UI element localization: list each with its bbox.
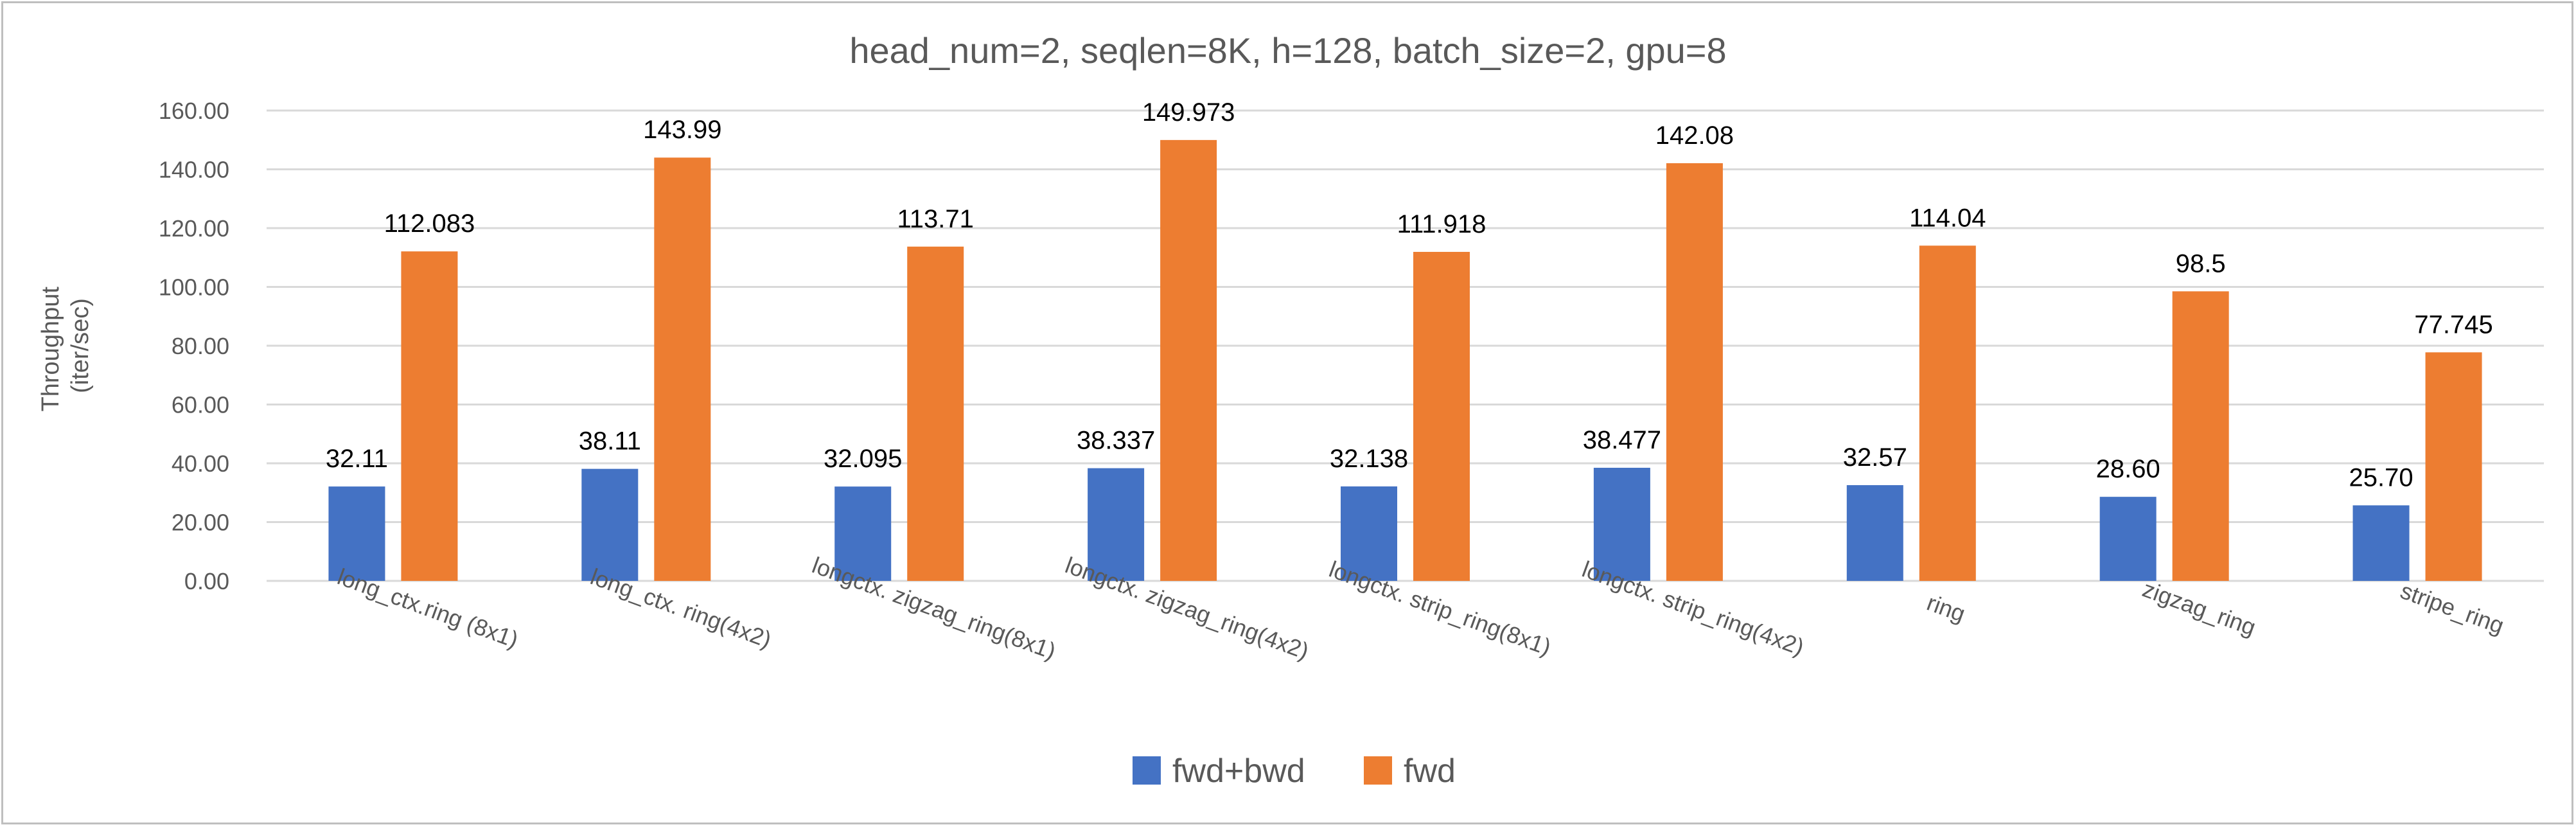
y-tick-label: 0.00 — [184, 568, 229, 594]
data-label: 38.11 — [579, 427, 641, 456]
y-tick-label: 20.00 — [172, 510, 229, 536]
data-label: 143.99 — [643, 116, 721, 144]
bar-fwd — [2425, 352, 2482, 581]
data-label: 111.918 — [1397, 210, 1486, 238]
data-label: 25.70 — [2349, 463, 2413, 492]
bar-fwd-bwd — [328, 486, 385, 581]
data-label: 38.337 — [1077, 427, 1155, 455]
legend: fwd+bwd fwd — [1133, 752, 1456, 790]
data-label: 142.08 — [1655, 121, 1734, 150]
y-tick-label: 120.00 — [159, 215, 229, 242]
bar-fwd-bwd — [581, 468, 639, 581]
data-label: 32.138 — [1330, 445, 1408, 473]
bar-fwd — [1160, 139, 1217, 581]
y-axis-ticks: 0.00 20.00 40.00 60.00 80.00 100.00 120.00 140.… — [159, 98, 229, 594]
bar-fwd-bwd — [1341, 486, 1397, 581]
y-tick-label: 100.00 — [159, 274, 229, 301]
data-label: 113.71 — [897, 205, 974, 233]
bar-fwd — [654, 157, 711, 582]
legend-label: fwd — [1404, 752, 1456, 790]
data-label: 114.04 — [1909, 204, 1986, 232]
bar-fwd — [2172, 291, 2229, 581]
data-label: 112.083 — [384, 209, 475, 238]
legend-swatch — [1133, 756, 1161, 785]
data-label: 38.477 — [1583, 426, 1661, 454]
data-labels: 32.11 112.083 38.11 143.99 32.095 113.71 38.33… — [326, 98, 2493, 492]
bar-fwd-bwd — [834, 486, 892, 581]
data-label: 32.57 — [1843, 443, 1907, 472]
bar-fwd-bwd — [2099, 497, 2157, 581]
bar-fwd-bwd — [1593, 467, 1650, 581]
y-tick-label: 40.00 — [172, 450, 229, 477]
data-label: 77.745 — [2414, 310, 2492, 339]
y-axis-label-line-1: Throughput — [37, 287, 64, 412]
y-axis-label: Throughput (iter/sec) — [37, 280, 94, 412]
data-label: 28.60 — [2096, 455, 2160, 483]
bar-fwd-bwd — [1088, 468, 1145, 581]
data-label: 32.11 — [326, 445, 388, 473]
chart-title: head_num=2, seqlen=8K, h=128, batch_size… — [849, 30, 1726, 71]
x-tick-label: ring — [1923, 589, 1968, 627]
data-label: 98.5 — [2176, 249, 2226, 278]
data-label: 149.973 — [1142, 98, 1235, 127]
gridlines — [267, 109, 2544, 582]
y-tick-label: 60.00 — [172, 392, 229, 418]
x-tick-label: zigzag_ring — [2139, 576, 2259, 641]
legend-swatch — [1364, 756, 1392, 785]
bar-fwd-bwd — [1846, 485, 1903, 581]
y-tick-label: 160.00 — [159, 98, 229, 124]
y-axis-label-line-2: (iter/sec) — [67, 298, 94, 393]
bar-fwd — [1413, 251, 1470, 581]
bar-fwd — [1666, 163, 1723, 581]
bar-fwd — [907, 246, 964, 582]
y-tick-label: 140.00 — [159, 157, 229, 183]
y-tick-label: 80.00 — [172, 333, 229, 359]
bar-fwd — [401, 251, 458, 581]
data-label: 32.095 — [824, 445, 902, 473]
bar-fwd — [1919, 245, 1976, 582]
bar-fwd-bwd — [2352, 505, 2410, 581]
x-tick-label: stripe_ring — [2397, 577, 2507, 639]
legend-label: fwd+bwd — [1172, 752, 1305, 790]
bars — [328, 139, 2482, 582]
